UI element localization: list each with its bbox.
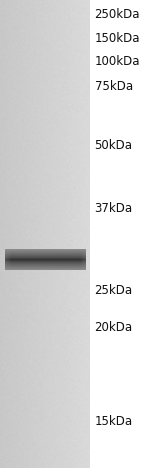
Text: 37kDa: 37kDa (94, 202, 133, 215)
Text: 15kDa: 15kDa (94, 415, 133, 428)
Text: 100kDa: 100kDa (94, 55, 140, 68)
Text: 150kDa: 150kDa (94, 32, 140, 45)
Text: 25kDa: 25kDa (94, 284, 133, 297)
Text: 20kDa: 20kDa (94, 321, 133, 334)
Text: 50kDa: 50kDa (94, 139, 132, 152)
Bar (90, 0, 150, 468)
Text: 250kDa: 250kDa (94, 8, 140, 22)
Text: 75kDa: 75kDa (94, 80, 133, 93)
